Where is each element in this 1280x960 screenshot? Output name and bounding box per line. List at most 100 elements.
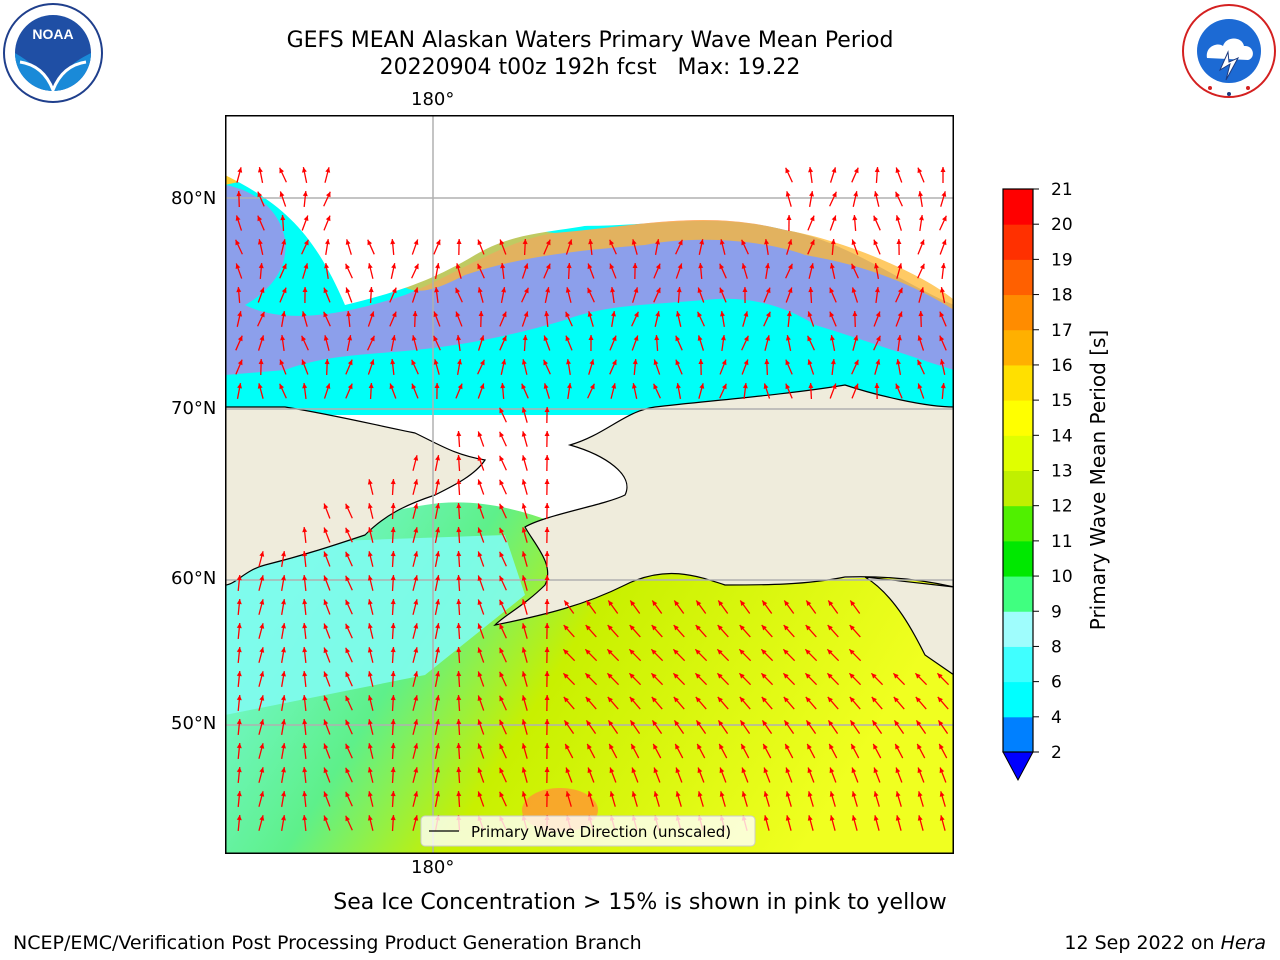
wave-arrow — [301, 167, 308, 183]
colorbar-bin — [1003, 259, 1033, 296]
colorbar-tick-label: 19 — [1051, 250, 1073, 270]
wave-arrow — [521, 311, 529, 327]
wave-arrow — [323, 767, 331, 783]
wave-arrow — [390, 335, 397, 351]
wave-arrow — [917, 767, 925, 783]
wave-arrow — [893, 720, 905, 734]
wave-arrow — [849, 600, 861, 614]
colorbar-tick-label: 17 — [1051, 321, 1073, 341]
wave-arrow — [720, 334, 726, 352]
wave-arrow — [456, 430, 462, 448]
wave-arrow — [412, 671, 419, 687]
wave-arrow — [873, 767, 881, 783]
wave-arrow — [368, 382, 374, 400]
wave-arrow — [738, 648, 752, 662]
wave-arrow — [412, 743, 419, 759]
wave-arrow — [477, 767, 485, 783]
wave-arrow — [257, 383, 264, 399]
wave-arrow — [764, 335, 771, 351]
wave-arrow — [939, 335, 947, 351]
wave-arrow — [763, 791, 770, 807]
wave-arrow — [521, 671, 528, 687]
wave-arrow — [499, 239, 507, 255]
wave-arrow — [434, 479, 441, 495]
wave-arrow — [829, 311, 837, 327]
wave-arrow — [653, 383, 661, 399]
wave-arrow — [302, 382, 308, 400]
wave-arrow — [280, 334, 286, 352]
wave-arrow — [236, 190, 242, 208]
wave-arrow — [873, 815, 880, 831]
wave-arrow — [827, 600, 839, 614]
map-panel: Primary Wave Direction (unscaled) — [225, 115, 954, 854]
wave-arrow — [940, 191, 947, 207]
wave-arrow — [236, 694, 242, 712]
wave-arrow — [389, 383, 397, 399]
wave-arrow — [236, 598, 242, 616]
wave-arrow — [346, 335, 353, 351]
wave-arrow — [302, 526, 308, 544]
wave-arrow — [628, 672, 642, 686]
wave-arrow — [761, 696, 773, 710]
wave-arrow — [609, 263, 617, 279]
wave-arrow — [741, 359, 749, 375]
wave-arrow — [345, 527, 353, 543]
wave-arrow — [808, 166, 814, 184]
wave-arrow — [302, 598, 308, 616]
wave-arrow — [544, 766, 550, 784]
colorbar-bin — [1003, 329, 1033, 366]
wave-arrow — [785, 263, 793, 279]
wave-arrow — [302, 622, 308, 640]
wave-arrow — [499, 455, 507, 471]
wave-arrow — [807, 815, 814, 831]
wave-arrow — [939, 791, 946, 807]
wave-arrow — [631, 311, 639, 327]
wave-arrow — [654, 239, 660, 255]
wave-arrow — [760, 672, 774, 686]
wave-arrow — [829, 383, 837, 399]
wave-arrow — [302, 646, 308, 664]
wave-arrow — [543, 263, 551, 279]
wave-arrow — [323, 503, 331, 519]
wave-arrow — [433, 359, 440, 375]
wave-arrow — [499, 527, 507, 543]
wave-arrow — [499, 551, 507, 567]
wave-arrow — [236, 670, 242, 688]
wave-arrow — [720, 311, 725, 327]
wave-arrow — [412, 527, 419, 543]
wave-arrow — [434, 503, 441, 519]
legend-label: Primary Wave Direction (unscaled) — [471, 823, 731, 841]
wave-arrow — [324, 262, 330, 280]
colorbar-tick-label: 11 — [1051, 532, 1073, 552]
wave-arrow — [544, 790, 550, 808]
wave-arrow — [849, 696, 861, 710]
wave-arrow — [521, 527, 528, 543]
lat-label-50: 50°N — [171, 713, 217, 734]
wave-arrow — [412, 695, 419, 711]
wave-arrow — [874, 166, 880, 184]
wave-arrow — [629, 600, 641, 614]
wave-arrow — [585, 624, 597, 638]
wave-arrow — [544, 550, 550, 568]
wave-arrow — [585, 696, 597, 710]
wave-arrow — [829, 287, 837, 303]
wave-arrow — [477, 263, 485, 279]
wave-arrow — [562, 672, 576, 686]
wave-arrow — [849, 720, 861, 734]
wave-arrow — [499, 407, 507, 423]
wave-arrow — [763, 767, 771, 783]
colorbar-bin — [1003, 716, 1033, 753]
wave-arrow — [565, 791, 572, 807]
wave-arrow — [235, 263, 243, 279]
wave-arrow — [742, 286, 748, 304]
wave-arrow — [716, 648, 730, 662]
wave-arrow — [411, 239, 419, 255]
wave-arrow — [521, 599, 528, 615]
wave-arrow — [675, 359, 683, 375]
wave-arrow — [742, 382, 748, 400]
chart-title: GEFS MEAN Alaskan Waters Primary Wave Me… — [286, 28, 894, 53]
wave-arrow — [851, 167, 859, 183]
wave-arrow — [477, 359, 485, 375]
wave-arrow — [696, 743, 706, 759]
wave-arrow — [850, 743, 860, 759]
